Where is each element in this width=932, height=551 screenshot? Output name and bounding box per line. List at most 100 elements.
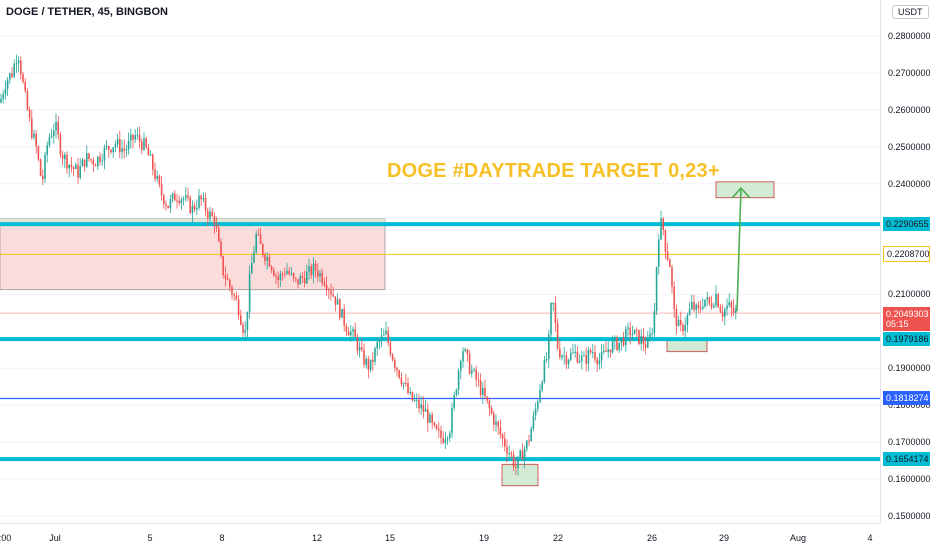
- candle-body-295: [649, 333, 651, 340]
- candle-body-310: [682, 324, 684, 332]
- candle-body-141: [310, 266, 312, 276]
- candle-body-146: [321, 272, 323, 283]
- candle-body-213: [468, 354, 471, 374]
- candle-body-42: [92, 160, 95, 165]
- candle-body-139: [306, 271, 308, 284]
- candle-body-212: [466, 349, 469, 355]
- candle-body-158: [347, 331, 350, 336]
- candle-body-87: [191, 205, 194, 214]
- candle-body-88: [193, 205, 196, 210]
- candle-body-6: [13, 63, 15, 77]
- candle-body-196: [431, 414, 433, 423]
- candle-body-261: [574, 351, 576, 353]
- candle-body-145: [319, 272, 321, 277]
- candle-body-79: [174, 193, 176, 201]
- candle-body-74: [163, 195, 165, 205]
- candle-body-147: [323, 282, 326, 286]
- candle-body-51: [112, 147, 114, 153]
- candle-body-283: [622, 338, 625, 346]
- candle-body-280: [616, 337, 618, 350]
- candle-body-20: [44, 154, 46, 180]
- candle-body-233: [512, 454, 515, 467]
- y-tick-label: 0.2100000: [888, 289, 931, 300]
- candle-body-9: [20, 60, 22, 75]
- candle-body-238: [523, 448, 526, 460]
- candle-body-256: [563, 355, 565, 357]
- candle-body-302: [664, 229, 667, 252]
- candle-body-209: [460, 361, 462, 371]
- y-tick-label: 0.2800000: [888, 31, 931, 41]
- y-tick-label: 0.2500000: [888, 141, 931, 152]
- candle-body-298: [655, 267, 658, 312]
- candle-body-116: [255, 233, 257, 252]
- candle-body-1: [2, 94, 4, 99]
- annotation-text: DOGE #DAYTRADE TARGET 0,23+: [387, 160, 720, 182]
- candle-body-18: [39, 159, 42, 176]
- candle-body-153: [336, 299, 339, 305]
- price-chart-area[interactable]: [0, 0, 880, 523]
- candle-body-290: [638, 329, 640, 344]
- candle-body-174: [383, 334, 385, 336]
- candle-body-3: [6, 79, 9, 89]
- candle-body-326: [717, 294, 719, 308]
- candle-body-272: [598, 360, 601, 365]
- candle-body-316: [695, 304, 697, 310]
- candle-body-186: [409, 391, 411, 394]
- candle-body-319: [702, 306, 704, 309]
- chart-svg[interactable]: [0, 0, 880, 523]
- candle-body-97: [213, 216, 216, 226]
- candle-body-204: [449, 433, 451, 439]
- candle-body-168: [369, 359, 372, 370]
- candle-body-7: [15, 63, 18, 65]
- candle-body-118: [259, 234, 262, 245]
- candle-body-138: [303, 277, 306, 284]
- candle-body-24: [53, 130, 55, 136]
- candle-body-30: [66, 154, 68, 169]
- candle-body-239: [526, 440, 528, 449]
- candle-body-206: [453, 395, 455, 408]
- candle-body-305: [671, 267, 673, 287]
- currency-badge[interactable]: USDT: [892, 5, 929, 19]
- candle-body-182: [400, 377, 403, 384]
- candle-body-267: [587, 350, 590, 364]
- candle-body-161: [354, 329, 356, 337]
- candle-body-135: [297, 278, 299, 285]
- candle-body-21: [46, 145, 48, 155]
- candle-body-330: [726, 305, 728, 310]
- candle-body-270: [594, 352, 596, 360]
- candle-body-178: [391, 354, 394, 361]
- candle-body-262: [576, 351, 579, 363]
- candle-body-148: [325, 285, 328, 290]
- x-tick-label: 26: [646, 533, 658, 543]
- candle-body-94: [207, 211, 209, 219]
- candle-body-31: [68, 164, 70, 169]
- candle-body-113: [248, 273, 251, 312]
- candle-body-237: [521, 450, 524, 460]
- candle-body-150: [330, 290, 332, 295]
- x-tick-label: :00: [0, 533, 12, 543]
- candle-body-122: [268, 256, 271, 267]
- candle-body-0: [0, 98, 2, 103]
- candle-body-111: [244, 330, 246, 333]
- candle-body-15: [33, 133, 35, 138]
- candle-body-57: [125, 149, 128, 151]
- candle-body-216: [475, 369, 477, 380]
- time-axis[interactable]: [0, 523, 880, 551]
- candle-body-85: [187, 195, 189, 198]
- candle-body-4: [9, 73, 11, 80]
- price-label-blue: 0.1818274: [883, 391, 930, 406]
- candle-body-157: [345, 325, 348, 332]
- price-label-yellow: 0.2208700: [883, 246, 930, 263]
- candle-body-172: [378, 340, 381, 343]
- candle-body-292: [642, 335, 645, 345]
- candle-body-288: [633, 329, 636, 335]
- candle-body-240: [528, 440, 530, 442]
- candle-body-203: [446, 438, 449, 440]
- candle-body-104: [229, 279, 231, 288]
- price-label-cyan: 0.1654174: [883, 452, 930, 467]
- candle-body-197: [433, 422, 436, 426]
- candle-body-214: [471, 370, 473, 374]
- price-label-value: 0.2208700: [887, 249, 930, 260]
- candle-body-108: [237, 299, 240, 316]
- candle-body-101: [222, 256, 224, 276]
